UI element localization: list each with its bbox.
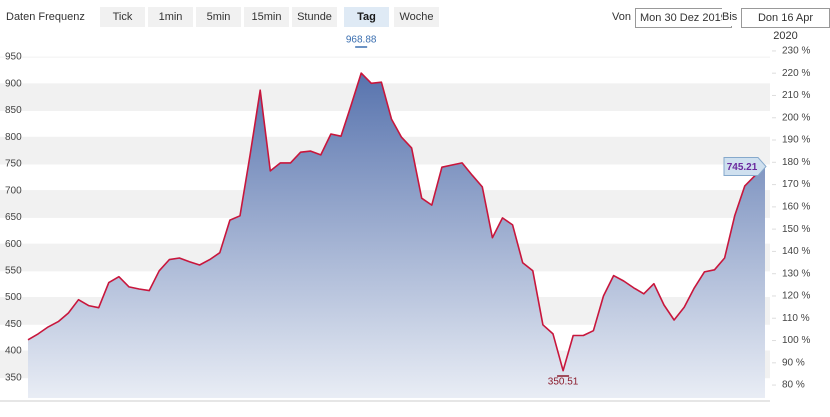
- frequency-button[interactable]: Woche: [394, 7, 439, 27]
- y2-tick-label: 110 %: [782, 313, 810, 324]
- to-label: Bis: [722, 8, 738, 26]
- y2-tick-label: 140 %: [782, 246, 810, 257]
- area: [28, 73, 765, 398]
- y-tick-label: 850: [5, 105, 22, 116]
- y-tick-label: 900: [5, 78, 22, 89]
- y-tick-label: 650: [5, 212, 22, 223]
- y2-tick-label: 90 %: [782, 357, 805, 368]
- frequency-button[interactable]: 1min: [148, 7, 193, 27]
- y-tick-label: 450: [5, 319, 22, 330]
- y-tick-label: 550: [5, 265, 22, 276]
- y-tick-label: 950: [5, 52, 22, 63]
- y2-tick-label: 130 %: [782, 268, 810, 279]
- y2-tick-label: 100 %: [782, 335, 810, 346]
- frequency-button[interactable]: Stunde: [292, 7, 337, 27]
- y2-tick-label: 160 %: [782, 201, 810, 212]
- from-label: Von: [612, 8, 631, 26]
- y2-tick-label: 190 %: [782, 135, 810, 146]
- line: [27, 72, 766, 372]
- frequency-button[interactable]: 15min: [244, 7, 289, 27]
- y-tick-label: 600: [5, 239, 22, 250]
- y2-tick-label: 80 %: [782, 380, 805, 391]
- y2-tick-label: 200 %: [782, 112, 810, 123]
- y-tick-label: 350: [5, 372, 22, 383]
- y-tick-label: 500: [5, 292, 22, 303]
- y-tick-label: 750: [5, 159, 22, 170]
- last-value-label: 745.21: [727, 162, 758, 173]
- y2-tick-label: 230 %: [782, 46, 810, 57]
- y2-tick-label: 220 %: [782, 68, 810, 79]
- last-value-box: [723, 157, 767, 177]
- low-label: 350.51: [548, 377, 579, 388]
- y2-tick-label: 180 %: [782, 157, 810, 168]
- y2-tick-label: 170 %: [782, 179, 810, 190]
- y-tick-label: 800: [5, 132, 22, 143]
- toolbar: Daten Frequenz Von Mon 30 Dez 2019 Bis D…: [0, 0, 830, 42]
- from-date[interactable]: Mon 30 Dez 2019: [635, 8, 732, 28]
- y-tick-label: 400: [5, 346, 22, 357]
- frequency-label: Daten Frequenz: [6, 11, 85, 23]
- y2-tick-label: 120 %: [782, 291, 810, 302]
- y2-tick-label: 210 %: [782, 90, 810, 101]
- frequency-button[interactable]: 5min: [196, 7, 241, 27]
- frequency-button[interactable]: Tick: [100, 7, 145, 27]
- high-label: 968.88: [346, 35, 377, 46]
- to-date[interactable]: Don 16 Apr 2020: [741, 8, 830, 42]
- frequency-button[interactable]: Tag: [344, 7, 389, 27]
- y2-tick-label: 150 %: [782, 224, 810, 235]
- y-tick-label: 700: [5, 185, 22, 196]
